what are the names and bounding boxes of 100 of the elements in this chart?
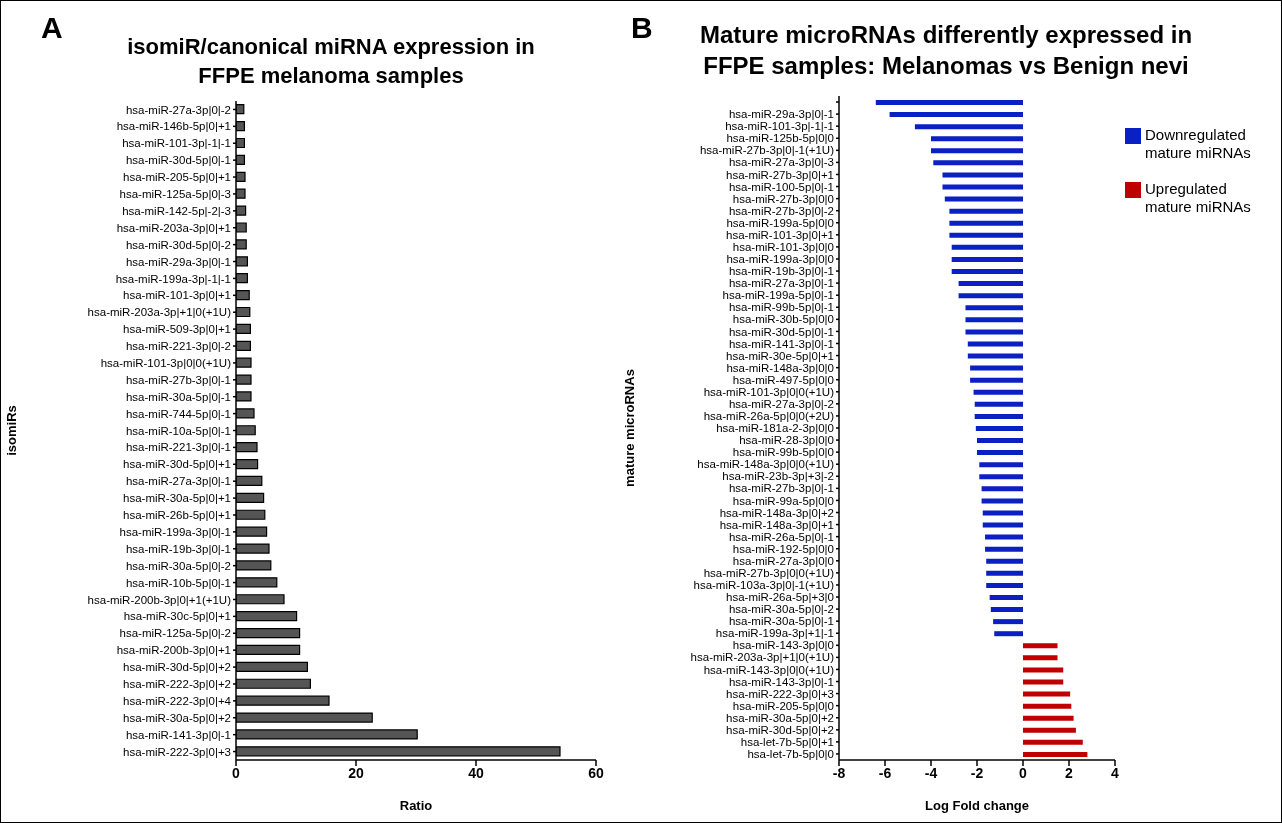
y-tick-label: hsa-miR-199a-3p|0|-1 [119,525,231,538]
bar [931,136,1023,142]
bar [985,534,1023,540]
y-tick-label: hsa-miR-19b-3p|0|-1 [125,542,231,555]
bar [949,220,1023,226]
x-tick-label: 0 [1019,764,1028,781]
y-tick-label: hsa-miR-30a-5p|0|+1 [123,492,231,505]
y-tick-label: hsa-miR-203a-3p|0|+1 [116,221,231,234]
y-tick-label: hsa-miR-99b-5p|0|0 [732,446,834,459]
y-tick-label: hsa-miR-99a-5p|0|0 [732,494,834,507]
x-tick-label: -8 [832,764,846,781]
bar [942,184,1023,190]
bar [1023,667,1064,673]
y-tick-label: hsa-miR-27a-3p|0|-1 [125,475,231,488]
bar [994,631,1023,637]
y-tick-label: hsa-miR-200b-3p|0|+1(+1U) [87,593,232,606]
y-tick-label: hsa-miR-30a-5p|0|-1 [728,615,834,628]
bar [951,244,1023,250]
y-tick-label: hsa-miR-203a-3p|+1|0(+1U) [87,306,232,319]
y-tick-label: hsa-miR-27b-3p|0|0(+1U) [703,566,835,579]
bar [951,269,1023,275]
y-tick-label: hsa-miR-141-3p|0|-1 [125,728,231,741]
y-tick-label: hsa-miR-29a-3p|0|-1 [125,255,231,268]
bar [949,232,1023,238]
bar [979,474,1023,480]
y-tick-label: hsa-miR-192-5p|0|0 [732,542,834,555]
y-tick-label: hsa-miR-30a-5p|0|+2 [123,711,231,724]
bar [973,389,1023,395]
y-tick-label: hsa-miR-497-5p|0|0 [732,373,834,386]
bar [981,498,1023,504]
y-tick-label: hsa-miR-148a-3p|0|0 [726,361,834,374]
text: B [631,11,653,44]
y-axis-title: mature microRNAs [621,369,637,487]
y-tick-label: hsa-miR-30a-5p|0|-1 [125,390,231,403]
bar [1023,643,1058,649]
y-tick-label: hsa-miR-101-3p|0|+1 [123,289,231,302]
y-tick-label: hsa-miR-10b-5p|0|-1 [125,576,231,589]
bar [985,546,1023,552]
y-tick-label: hsa-miR-29a-3p|0|-1 [728,108,834,121]
y-tick-label: hsa-miR-30a-5p|0|-2 [728,603,834,616]
y-tick-label: hsa-miR-101-3p|0|+1 [726,228,834,241]
y-tick-label: hsa-miR-28-3p|0|0 [739,434,834,447]
x-tick-label: 20 [348,764,364,781]
y-tick-label: hsa-miR-200b-3p|0|+1 [116,644,231,657]
y-tick-label: hsa-miR-26b-5p|0|+1 [123,509,231,522]
y-tick-label: hsa-miR-30d-5p|0|+2 [726,723,834,736]
bar [1023,655,1058,661]
text: A [41,11,63,44]
y-tick-label: hsa-miR-30d-5p|0|-2 [125,238,231,251]
x-tick-label: -2 [970,764,984,781]
y-tick-label: hsa-miR-199a-3p|0|0 [726,253,834,266]
bar [1023,751,1088,757]
y-tick-label: hsa-miR-221-3p|0|-2 [125,340,231,353]
y-tick-label: hsa-miR-222-3p|0|+3 [123,745,231,758]
y-tick-label: hsa-miR-143-3p|0|0 [732,639,834,652]
y-tick-label: hsa-miR-205-5p|0|+1 [123,171,231,184]
bar [1023,727,1076,733]
y-tick-label: hsa-miR-30d-5p|0|+1 [123,458,231,471]
y-tick-label: hsa-miR-199a-5p|0|-1 [722,289,834,302]
y-tick-label: hsa-miR-10a-5p|0|-1 [125,424,231,437]
y-tick-label: hsa-miR-125b-5p|0|0 [726,132,834,145]
y-tick-label: hsa-miR-30a-5p|0|+2 [726,711,834,724]
y-tick-label: hsa-miR-125a-5p|0|-2 [119,627,231,640]
bar [986,582,1023,588]
bar [931,148,1023,154]
y-tick-label: hsa-miR-27b-3p|0|0 [732,192,834,205]
bar [986,558,1023,564]
bar [965,305,1023,311]
bar [949,208,1023,214]
bar [975,425,1023,431]
x-tick-label: -6 [878,764,892,781]
bar [1023,691,1071,697]
y-tick-label: hsa-miR-222-3p|0|+3 [726,687,834,700]
y-tick-label: hsa-miR-143-3p|0|-1 [728,675,834,688]
bar [993,619,1023,625]
y-axis-title: isomiRs [3,405,19,456]
y-tick-label: hsa-miR-27a-3p|0|-2 [728,397,834,410]
y-tick-label: hsa-miR-148a-3p|0|+1 [719,518,834,531]
y-tick-label: hsa-miR-101-3p|-1|-1 [122,137,231,150]
y-tick-label: hsa-miR-30e-5p|0|+1 [726,349,834,362]
y-tick-label: hsa-miR-142-5p|-2|-3 [122,204,231,217]
chart-title: Mature microRNAs differently expressed in FFPE samples: Melanomas vs Benign nevi [698,20,1194,82]
bar [981,486,1023,492]
bar [1023,679,1064,685]
y-tick-label: hsa-miR-26a-5p|0|-1 [728,530,834,543]
y-tick-label: hsa-miR-30a-5p|0|-2 [125,559,231,572]
y-tick-label: hsa-miR-27a-3p|0|-3 [728,156,834,169]
x-tick-label: 0 [232,764,241,781]
y-tick-label: hsa-let-7b-5p|0|+1 [740,735,834,748]
bar [1023,703,1072,709]
y-tick-label: hsa-miR-205-5p|0|0 [732,699,834,712]
y-tick-label: hsa-miR-101-3p|0|0(+1U) [703,385,835,398]
y-tick-label: hsa-miR-199a-5p|0|0 [726,216,834,229]
bar [979,462,1023,468]
y-tick-label: hsa-miR-30d-5p|0|-1 [125,154,231,167]
bar [965,317,1023,323]
y-tick-label: hsa-miR-199a-3p|+1|-1 [715,627,834,640]
x-tick-label: -4 [924,764,938,781]
bar [1023,715,1074,721]
y-tick-label: hsa-miR-221-3p|0|-1 [125,441,231,454]
